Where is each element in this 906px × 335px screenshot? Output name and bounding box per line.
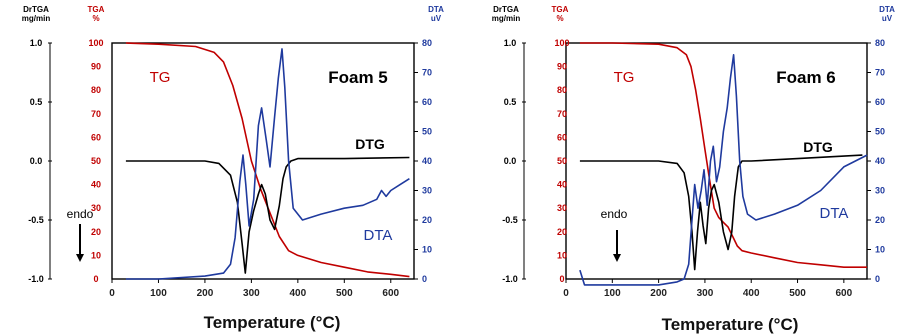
x-tick-label: 600 bbox=[836, 288, 853, 299]
tga-tick-label: 20 bbox=[557, 227, 567, 237]
x-tick-label: 200 bbox=[650, 288, 667, 299]
dta-tick-label: 80 bbox=[875, 38, 885, 48]
dta-axis-unit: uV bbox=[431, 14, 442, 23]
x-tick-label: 300 bbox=[697, 288, 714, 299]
tga-tick-label: 40 bbox=[557, 180, 567, 190]
tga-tick-label: 30 bbox=[91, 203, 101, 213]
dtg-tick-label: -0.5 bbox=[28, 215, 44, 225]
x-tick-label: 500 bbox=[336, 288, 353, 299]
endo-arrow-icon bbox=[613, 254, 621, 262]
tga-tick-label: 30 bbox=[557, 203, 567, 213]
dta-tick-label: 60 bbox=[422, 97, 432, 107]
chart-title: Foam 5 bbox=[328, 68, 388, 87]
dta-tick-label: 50 bbox=[875, 127, 885, 137]
x-tick-label: 500 bbox=[789, 288, 806, 299]
dtg-axis-unit: mg/min bbox=[492, 14, 521, 23]
dta-tick-label: 30 bbox=[875, 186, 885, 196]
x-tick-label: 400 bbox=[290, 288, 307, 299]
tga-tick-label: 60 bbox=[557, 132, 567, 142]
tga-tick-label: 100 bbox=[554, 38, 569, 48]
tga-axis-unit: % bbox=[92, 14, 99, 23]
tga-axis-label: TGA bbox=[552, 5, 569, 14]
dta-tick-label: 70 bbox=[875, 68, 885, 78]
series-line-dtg bbox=[125, 156, 410, 274]
dta-tick-label: 70 bbox=[422, 68, 432, 78]
tga-tick-label: 50 bbox=[557, 156, 567, 166]
tga-tick-label: 0 bbox=[93, 274, 98, 284]
tga-tick-label: 70 bbox=[91, 109, 101, 119]
chart-title: Foam 6 bbox=[776, 68, 836, 87]
dtg-axis-label: DrTGA bbox=[23, 5, 49, 14]
dtg-tick-label: -1.0 bbox=[502, 274, 518, 284]
dta-tick-label: 0 bbox=[875, 274, 880, 284]
panel-foam-5: DrTGAmg/minTGA%DTAuV1.00.50.0-0.5-1.0100… bbox=[22, 5, 444, 332]
tga-tick-label: 20 bbox=[91, 227, 101, 237]
dta-axis-label: DTA bbox=[879, 5, 895, 14]
series-label-tg: TG bbox=[614, 69, 635, 86]
tga-tick-label: 80 bbox=[557, 85, 567, 95]
series-label-dtg: DTG bbox=[355, 136, 385, 152]
dtg-tick-label: -1.0 bbox=[28, 274, 44, 284]
dta-tick-label: 10 bbox=[422, 245, 432, 255]
series-line-dta bbox=[125, 48, 410, 280]
dtg-tick-label: 0.5 bbox=[30, 97, 43, 107]
x-tick-label: 300 bbox=[243, 288, 260, 299]
tga-axis-label: TGA bbox=[88, 5, 105, 14]
dta-tick-label: 60 bbox=[875, 97, 885, 107]
dtg-tick-label: 1.0 bbox=[504, 38, 517, 48]
dtg-axis-unit: mg/min bbox=[22, 14, 51, 23]
dtg-tick-label: 0.0 bbox=[504, 156, 517, 166]
x-tick-label: 600 bbox=[382, 288, 399, 299]
dtg-tick-label: 0.0 bbox=[30, 156, 43, 166]
endo-label: endo bbox=[67, 207, 94, 221]
tga-tick-label: 70 bbox=[557, 109, 567, 119]
dta-tick-label: 20 bbox=[875, 215, 885, 225]
tga-tick-label: 0 bbox=[559, 274, 564, 284]
series-label-dta: DTA bbox=[364, 227, 393, 244]
x-tick-label: 100 bbox=[150, 288, 167, 299]
x-tick-label: 100 bbox=[604, 288, 621, 299]
series-line-tg bbox=[579, 42, 867, 269]
dta-tick-label: 10 bbox=[875, 245, 885, 255]
dtg-tick-label: 0.5 bbox=[504, 97, 517, 107]
endo-label: endo bbox=[601, 207, 628, 221]
panel-foam-6: DrTGAmg/minTGA%DTAuV1.00.50.0-0.5-1.0100… bbox=[492, 5, 895, 334]
tga-tick-label: 80 bbox=[91, 85, 101, 95]
series-label-tg: TG bbox=[150, 69, 171, 86]
dta-tick-label: 40 bbox=[422, 156, 432, 166]
tga-tick-label: 10 bbox=[91, 250, 101, 260]
dta-axis-unit: uV bbox=[882, 14, 893, 23]
tga-axis-unit: % bbox=[556, 14, 563, 23]
dtg-tick-label: 1.0 bbox=[30, 38, 43, 48]
dta-tick-label: 40 bbox=[875, 156, 885, 166]
tga-tick-label: 90 bbox=[91, 62, 101, 72]
x-tick-label: 0 bbox=[563, 288, 569, 299]
series-line-dtg bbox=[579, 154, 863, 271]
dta-tick-label: 50 bbox=[422, 127, 432, 137]
tga-tick-label: 10 bbox=[557, 250, 567, 260]
tga-tick-label: 90 bbox=[557, 62, 567, 72]
x-tick-label: 400 bbox=[743, 288, 760, 299]
series-label-dta: DTA bbox=[820, 205, 849, 222]
x-tick-label: 200 bbox=[197, 288, 214, 299]
tga-tick-label: 50 bbox=[91, 156, 101, 166]
x-axis-title: Temperature (°C) bbox=[204, 313, 341, 332]
dta-tick-label: 0 bbox=[422, 274, 427, 284]
series-line-dta bbox=[579, 53, 868, 286]
dta-tick-label: 80 bbox=[422, 38, 432, 48]
tga-tick-label: 100 bbox=[88, 38, 103, 48]
x-tick-label: 0 bbox=[109, 288, 115, 299]
dta-tick-label: 20 bbox=[422, 215, 432, 225]
x-axis-title: Temperature (°C) bbox=[662, 315, 799, 334]
tga-tick-label: 60 bbox=[91, 132, 101, 142]
series-label-dtg: DTG bbox=[803, 139, 833, 155]
tga-tick-label: 40 bbox=[91, 180, 101, 190]
dta-tick-label: 30 bbox=[422, 186, 432, 196]
series-line-tg bbox=[125, 42, 410, 278]
dta-axis-label: DTA bbox=[428, 5, 444, 14]
dtg-tick-label: -0.5 bbox=[502, 215, 518, 225]
dtg-axis-label: DrTGA bbox=[493, 5, 519, 14]
endo-arrow-icon bbox=[76, 254, 84, 262]
